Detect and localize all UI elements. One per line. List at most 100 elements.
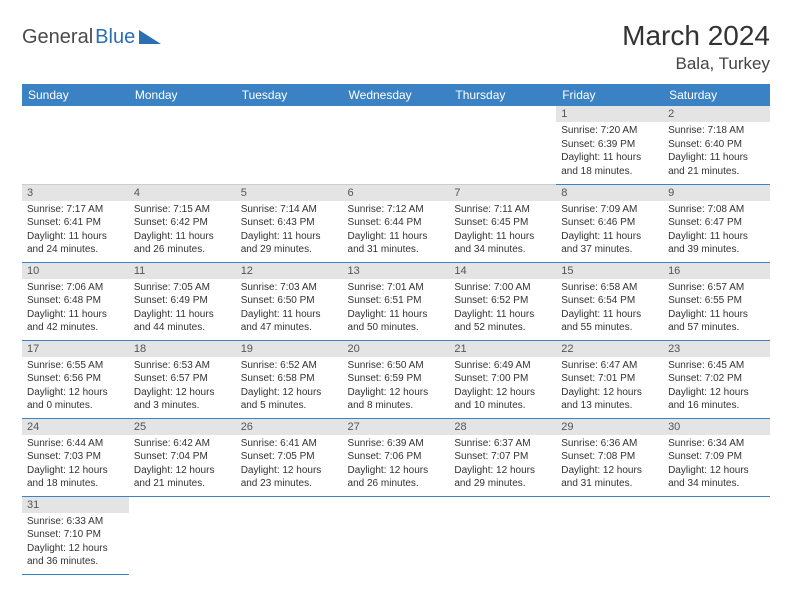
day-number: 29 [556,419,663,435]
day-daylight: Daylight: 11 hours and 50 minutes. [348,308,445,335]
day-number: 24 [22,419,129,435]
calendar-day-cell [343,106,450,184]
calendar-day-cell: 10Sunrise: 7:06 AMSunset: 6:48 PMDayligh… [22,262,129,340]
day-sunset: Sunset: 6:49 PM [134,294,231,308]
month-title: March 2024 [622,20,770,52]
day-sunset: Sunset: 6:41 PM [27,216,124,230]
day-content: Sunrise: 6:37 AMSunset: 7:07 PMDaylight:… [449,435,556,495]
day-sunrise: Sunrise: 7:15 AM [134,203,231,217]
day-sunrise: Sunrise: 7:00 AM [454,281,551,295]
day-sunset: Sunset: 6:43 PM [241,216,338,230]
day-number: 10 [22,263,129,279]
calendar-day-cell: 24Sunrise: 6:44 AMSunset: 7:03 PMDayligh… [22,418,129,496]
day-content: Sunrise: 6:47 AMSunset: 7:01 PMDaylight:… [556,357,663,417]
day-sunset: Sunset: 6:50 PM [241,294,338,308]
calendar-week-row: 24Sunrise: 6:44 AMSunset: 7:03 PMDayligh… [22,418,770,496]
calendar-day-cell: 26 Sunrise: 6:41 AMSunset: 7:05 PMDayligh… [236,418,343,496]
day-number: 7 [449,185,556,201]
day-content: Sunrise: 6:53 AMSunset: 6:57 PMDaylight:… [129,357,236,417]
day-sunrise: Sunrise: 6:58 AM [561,281,658,295]
day-daylight: Daylight: 11 hours and 21 minutes. [668,151,765,178]
day-daylight: Daylight: 11 hours and 29 minutes. [241,230,338,257]
calendar-day-cell: 18Sunrise: 6:53 AMSunset: 6:57 PMDayligh… [129,340,236,418]
day-sunset: Sunset: 7:06 PM [348,450,445,464]
calendar-day-cell [556,496,663,574]
title-block: March 2024 Bala, Turkey [622,20,770,74]
day-number: 26 [236,419,343,435]
day-sunrise: Sunrise: 6:57 AM [668,281,765,295]
day-content: Sunrise: 6:42 AMSunset: 7:04 PMDaylight:… [129,435,236,495]
day-sunrise: Sunrise: 6:47 AM [561,359,658,373]
calendar-week-row: 10Sunrise: 7:06 AMSunset: 6:48 PMDayligh… [22,262,770,340]
day-number: 21 [449,341,556,357]
day-sunrise: Sunrise: 6:44 AM [27,437,124,451]
calendar-day-cell: 30Sunrise: 6:34 AMSunset: 7:09 PMDayligh… [663,418,770,496]
day-number: 13 [343,263,450,279]
day-number: 18 [129,341,236,357]
calendar-day-cell [129,106,236,184]
day-sunrise: Sunrise: 7:11 AM [454,203,551,217]
day-content: Sunrise: 7:17 AMSunset: 6:41 PMDaylight:… [22,201,129,261]
day-content: Sunrise: 7:14 AMSunset: 6:43 PMDaylight:… [236,201,343,261]
day-daylight: Daylight: 11 hours and 42 minutes. [27,308,124,335]
calendar-day-cell: 17Sunrise: 6:55 AMSunset: 6:56 PMDayligh… [22,340,129,418]
weekday-header: Friday [556,84,663,106]
day-content: Sunrise: 6:44 AMSunset: 7:03 PMDaylight:… [22,435,129,495]
calendar-day-cell: 13Sunrise: 7:01 AMSunset: 6:51 PMDayligh… [343,262,450,340]
day-number: 23 [663,341,770,357]
day-content: Sunrise: 7:12 AMSunset: 6:44 PMDaylight:… [343,201,450,261]
day-content: Sunrise: 7:18 AMSunset: 6:40 PMDaylight:… [663,122,770,182]
day-number: 30 [663,419,770,435]
day-sunrise: Sunrise: 7:01 AM [348,281,445,295]
calendar-week-row: 17Sunrise: 6:55 AMSunset: 6:56 PMDayligh… [22,340,770,418]
logo-text-2: Blue [95,26,135,49]
weekday-header: Tuesday [236,84,343,106]
day-daylight: Daylight: 11 hours and 47 minutes. [241,308,338,335]
calendar-day-cell: 16Sunrise: 6:57 AMSunset: 6:55 PMDayligh… [663,262,770,340]
day-sunset: Sunset: 6:45 PM [454,216,551,230]
calendar-day-cell: 21Sunrise: 6:49 AMSunset: 7:00 PMDayligh… [449,340,556,418]
day-number: 25 [129,419,236,435]
day-daylight: Daylight: 11 hours and 39 minutes. [668,230,765,257]
day-content: Sunrise: 7:09 AMSunset: 6:46 PMDaylight:… [556,201,663,261]
day-sunrise: Sunrise: 7:08 AM [668,203,765,217]
day-sunset: Sunset: 7:03 PM [27,450,124,464]
day-sunrise: Sunrise: 6:41 AM [241,437,338,451]
day-content: Sunrise: 6:49 AMSunset: 7:00 PMDaylight:… [449,357,556,417]
calendar-day-cell: 7Sunrise: 7:11 AMSunset: 6:45 PMDaylight… [449,184,556,262]
calendar-day-cell: 11Sunrise: 7:05 AMSunset: 6:49 PMDayligh… [129,262,236,340]
calendar-day-cell [22,106,129,184]
day-sunrise: Sunrise: 7:12 AM [348,203,445,217]
weekday-header: Monday [129,84,236,106]
day-daylight: Daylight: 12 hours and 29 minutes. [454,464,551,491]
day-sunrise: Sunrise: 7:05 AM [134,281,231,295]
weekday-header: Thursday [449,84,556,106]
day-content: Sunrise: 7:01 AMSunset: 6:51 PMDaylight:… [343,279,450,339]
calendar-day-cell: 4Sunrise: 7:15 AMSunset: 6:42 PMDaylight… [129,184,236,262]
calendar-day-cell [663,496,770,574]
day-content: Sunrise: 7:03 AMSunset: 6:50 PMDaylight:… [236,279,343,339]
weekday-header: Sunday [22,84,129,106]
location-label: Bala, Turkey [622,54,770,74]
logo: GeneralBlue [22,26,161,49]
calendar-day-cell: 25Sunrise: 6:42 AMSunset: 7:04 PMDayligh… [129,418,236,496]
day-daylight: Daylight: 12 hours and 36 minutes. [27,542,124,569]
day-sunrise: Sunrise: 7:18 AM [668,124,765,138]
day-sunset: Sunset: 7:02 PM [668,372,765,386]
day-number: 9 [663,185,770,201]
day-sunrise: Sunrise: 6:50 AM [348,359,445,373]
day-content: Sunrise: 7:11 AMSunset: 6:45 PMDaylight:… [449,201,556,261]
day-daylight: Daylight: 12 hours and 16 minutes. [668,386,765,413]
day-daylight: Daylight: 12 hours and 23 minutes. [241,464,338,491]
calendar-day-cell [343,496,450,574]
day-sunrise: Sunrise: 6:45 AM [668,359,765,373]
calendar-week-row: 31Sunrise: 6:33 AMSunset: 7:10 PMDayligh… [22,496,770,574]
day-sunset: Sunset: 7:00 PM [454,372,551,386]
calendar-day-cell: 27Sunrise: 6:39 AMSunset: 7:06 PMDayligh… [343,418,450,496]
day-sunrise: Sunrise: 6:37 AM [454,437,551,451]
day-sunset: Sunset: 7:05 PM [241,450,338,464]
day-content: Sunrise: 6:52 AMSunset: 6:58 PMDaylight:… [236,357,343,417]
day-sunrise: Sunrise: 7:06 AM [27,281,124,295]
day-content: Sunrise: 6:58 AMSunset: 6:54 PMDaylight:… [556,279,663,339]
day-daylight: Daylight: 11 hours and 55 minutes. [561,308,658,335]
